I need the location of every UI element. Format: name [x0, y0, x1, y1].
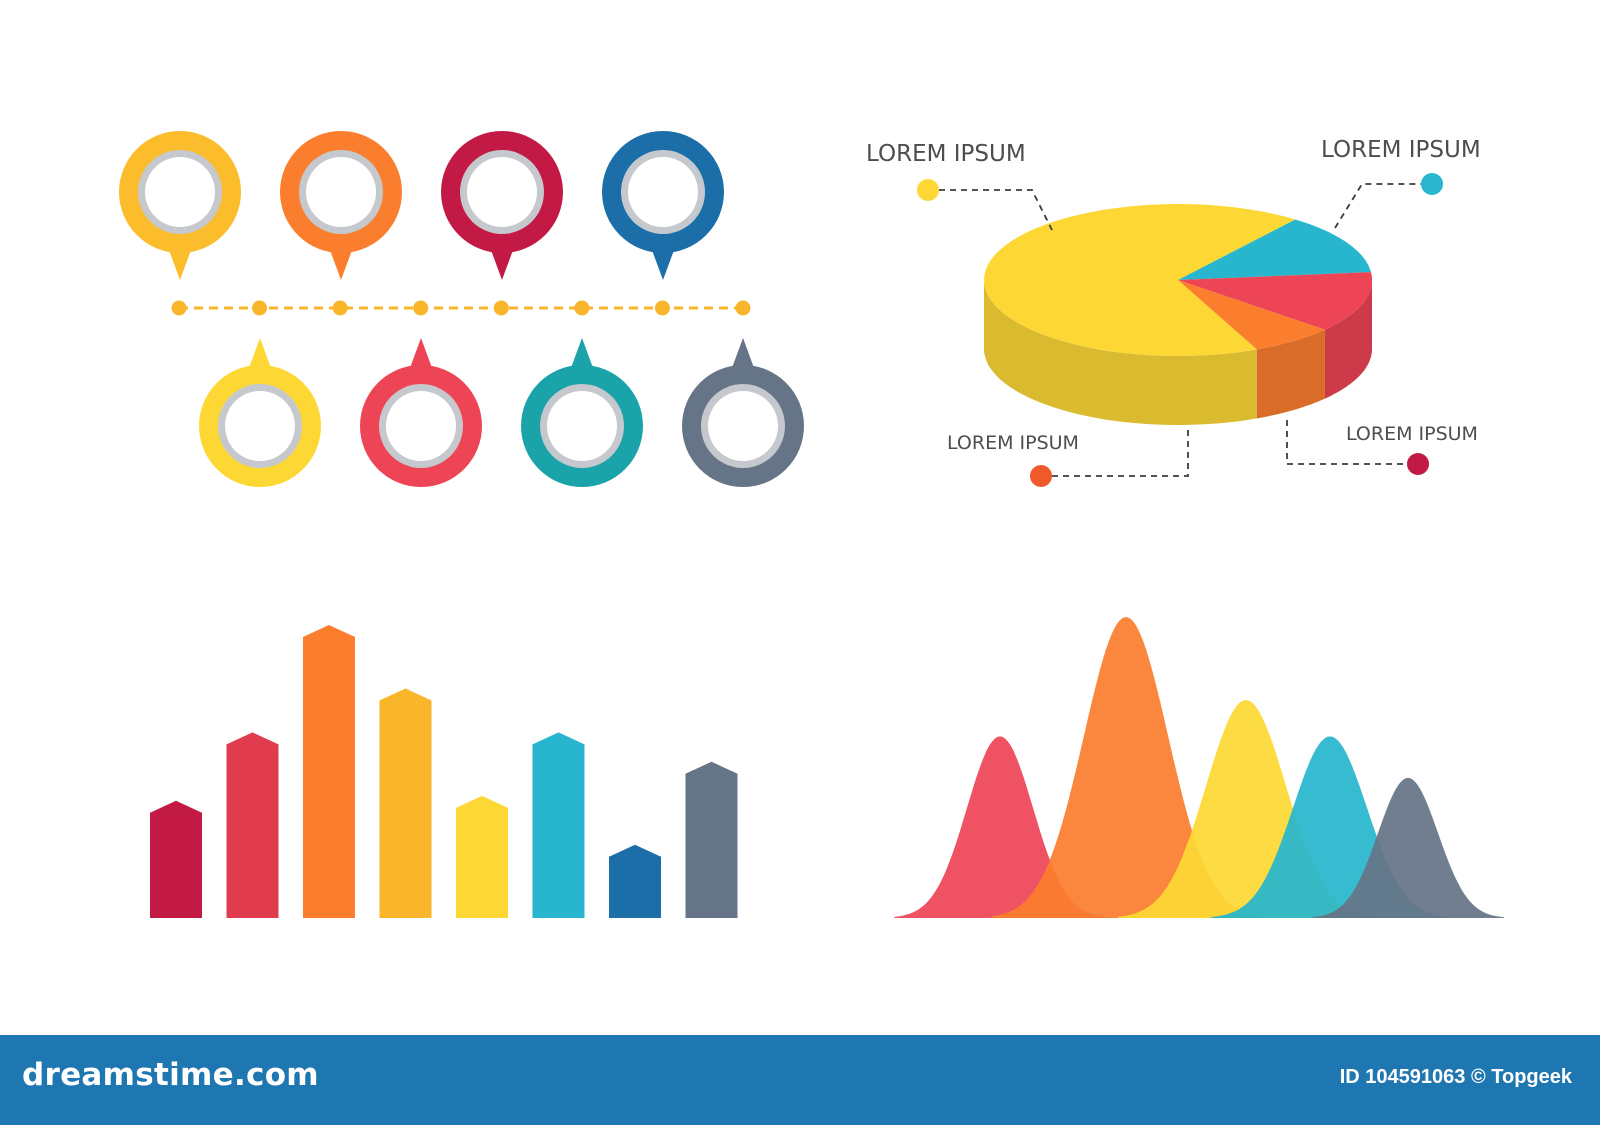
pin-center: [708, 391, 778, 461]
pie-side-wall: [984, 280, 1257, 425]
arrow-bar: [609, 844, 661, 918]
arrow-bar-chart: [150, 625, 738, 918]
pin-center: [145, 157, 215, 227]
pie-side-wall: [1324, 280, 1372, 399]
arrow-bar: [685, 761, 738, 918]
pin-center: [225, 391, 295, 461]
pie-slice: [984, 204, 1296, 356]
bell-peak: [1312, 777, 1504, 918]
timeline-pin-bottom: [360, 338, 482, 487]
pie-slice: [1178, 280, 1325, 350]
pie-leader-line: [928, 189, 1053, 231]
timeline-pin-bottom: [199, 338, 321, 487]
pie-label-top-right: LOREM IPSUM: [1321, 137, 1481, 163]
bell-curve-chart: [894, 617, 1504, 918]
timeline-pin-top: [280, 131, 402, 280]
pin-center: [386, 391, 456, 461]
timeline-dot: [493, 300, 509, 316]
arrow-bar: [150, 800, 202, 918]
timeline-pin-top: [119, 131, 241, 280]
timeline-dot: [574, 300, 590, 316]
pin-center: [467, 157, 537, 227]
pie-callouts: LOREM IPSUM LOREM IPSUM LOREM IPSUM LORE…: [866, 137, 1481, 487]
timeline-pin-top: [441, 131, 563, 280]
footer-credit: ID 104591063 © Topgeek: [1339, 1066, 1572, 1088]
pin-center: [547, 391, 617, 461]
timeline-pin-bottom: [682, 338, 804, 487]
timeline-dot: [654, 300, 670, 316]
pie-leader-line: [1286, 420, 1418, 465]
pie-legend-dot: [1407, 453, 1429, 475]
arrow-bar: [379, 688, 432, 918]
pie-legend-dot: [1421, 173, 1443, 195]
arrow-bar: [226, 732, 279, 918]
pin-center: [628, 157, 698, 227]
timeline-dot: [735, 300, 751, 316]
timeline-dot: [332, 300, 348, 316]
pie-legend-dot: [1030, 465, 1052, 487]
footer-banner: dreamstime.com ID 104591063 © Topgeek: [0, 1035, 1600, 1125]
pie-label-bottom-left: LOREM IPSUM: [947, 432, 1079, 454]
pie-side-wall: [1256, 329, 1325, 419]
timeline-dot: [171, 300, 187, 316]
arrow-bar: [532, 732, 585, 918]
pin-center: [306, 157, 376, 227]
pie-slice: [1178, 272, 1372, 330]
pie-legend-dot: [917, 179, 939, 201]
timeline-dot: [413, 300, 429, 316]
arrow-bar: [303, 625, 355, 918]
pie-slice: [1178, 219, 1371, 280]
timeline-pin-bottom: [521, 338, 643, 487]
pie-leader-line: [1334, 183, 1432, 229]
pie-leader-line: [1041, 428, 1189, 477]
footer-brand[interactable]: dreamstime.com: [22, 1057, 319, 1093]
timeline-pin-top: [602, 131, 724, 280]
timeline-dot: [252, 300, 268, 316]
timeline-pins: [119, 131, 804, 487]
pie-label-bottom-right: LOREM IPSUM: [1346, 423, 1478, 445]
pie-label-top-left: LOREM IPSUM: [866, 141, 1026, 167]
arrow-bar: [456, 795, 508, 918]
pie-chart-3d: [984, 204, 1372, 425]
infographic-canvas: LOREM IPSUM LOREM IPSUM LOREM IPSUM LORE…: [119, 131, 1504, 918]
